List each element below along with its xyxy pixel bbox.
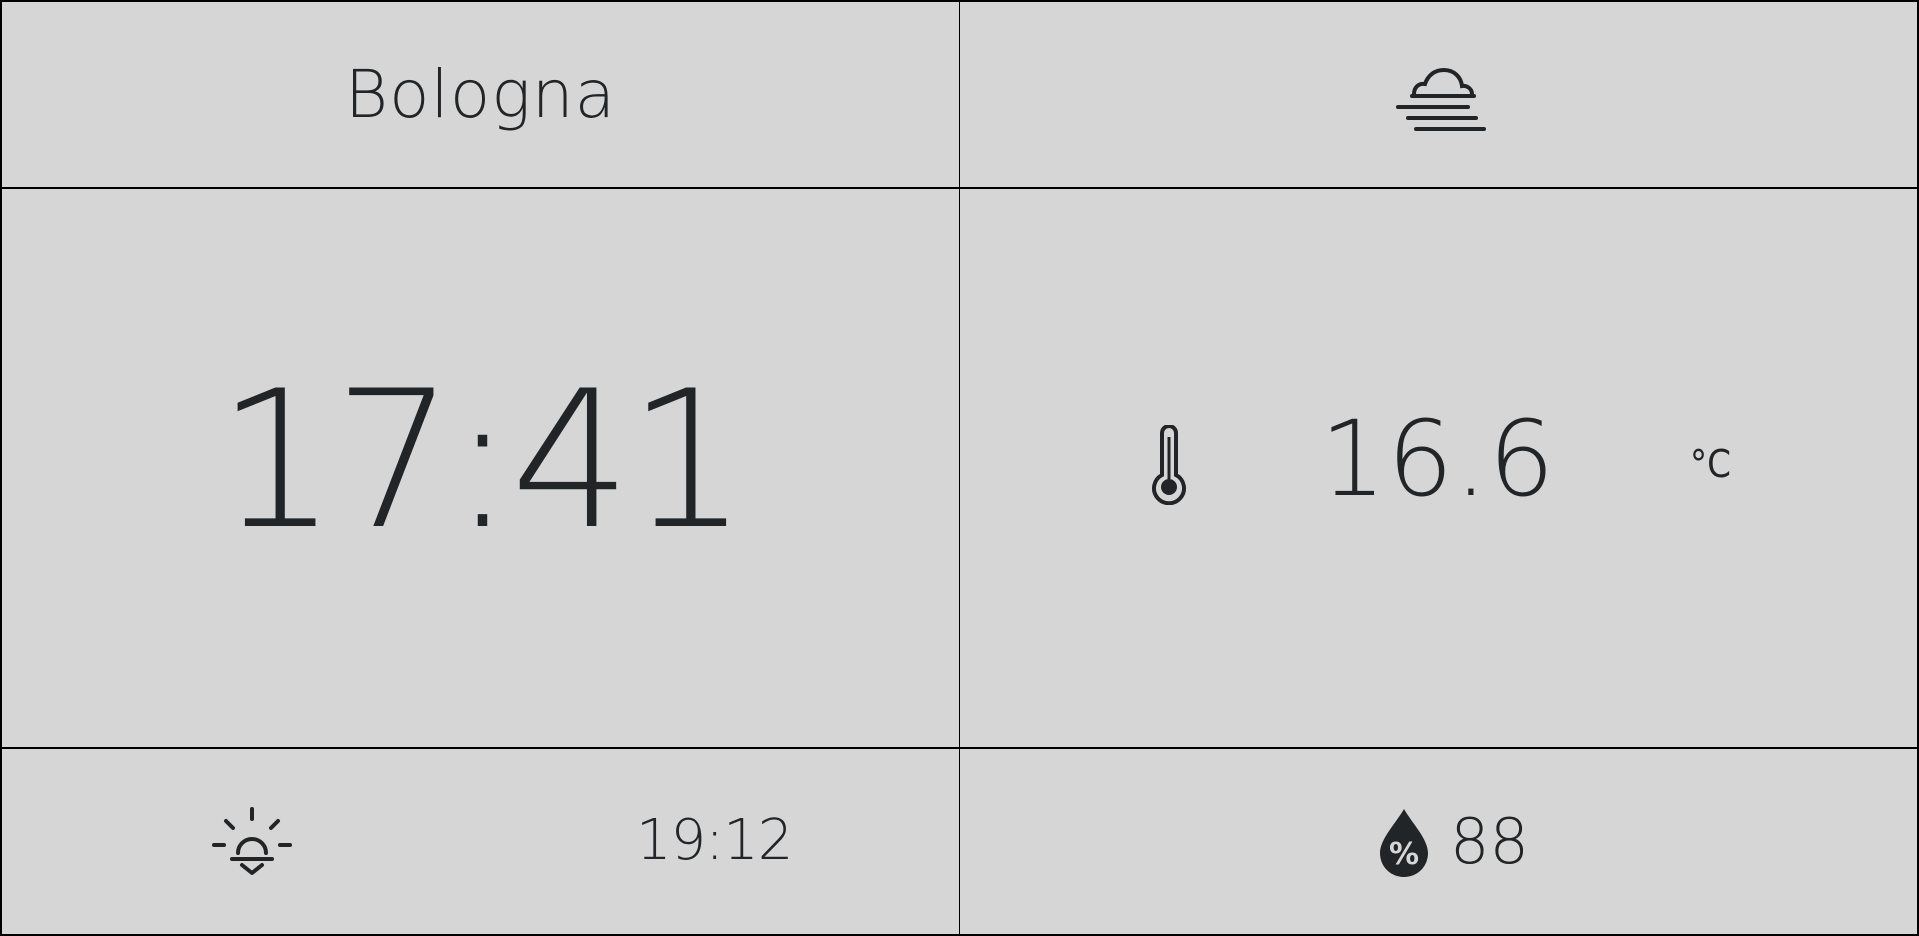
humidity-drop-icon: % xyxy=(1380,809,1428,877)
humidity-value: 88 xyxy=(1450,805,1529,878)
fog-icon xyxy=(1396,67,1486,131)
temperature-unit: °C xyxy=(1690,442,1731,486)
city-panel: Bologna xyxy=(2,2,959,187)
sunset-panel: 19:12 xyxy=(2,749,959,934)
temperature-panel: 16.6 °C xyxy=(960,189,1917,747)
sunset-icon xyxy=(212,807,292,875)
thermometer-icon xyxy=(1152,425,1186,505)
svg-text:%: % xyxy=(1389,837,1419,872)
city-name: Bologna xyxy=(344,56,617,133)
humidity-panel: % 88 xyxy=(960,749,1917,934)
temperature-value: 16.6 xyxy=(1320,398,1556,520)
sunset-time: 19:12 xyxy=(636,808,793,873)
weather-condition-panel xyxy=(960,2,1917,187)
current-time: 17:41 xyxy=(216,349,749,571)
clock-panel: 17:41 xyxy=(2,189,959,747)
